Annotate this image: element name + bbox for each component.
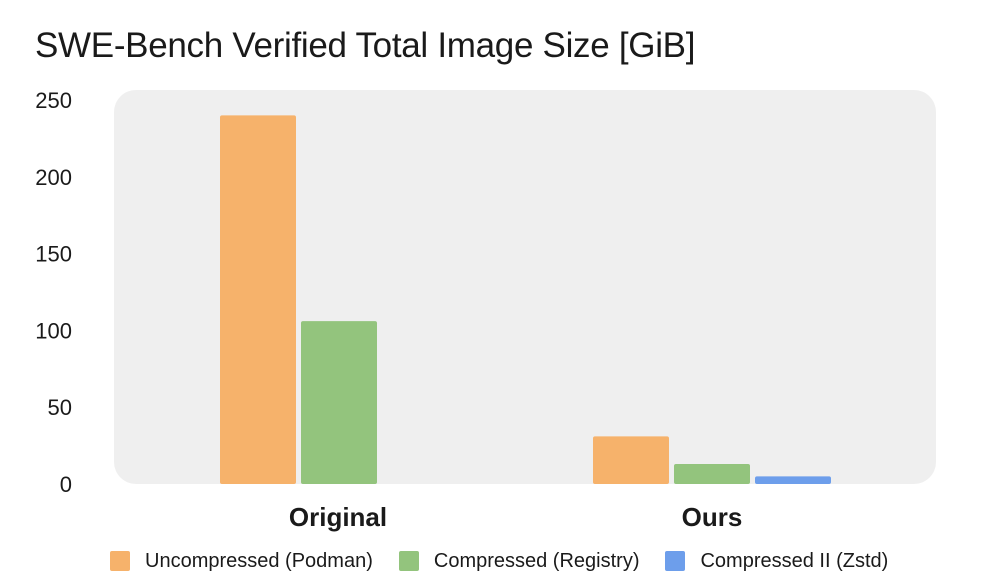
bar — [301, 321, 377, 484]
legend-item: Compressed (Registry) — [398, 549, 640, 573]
legend-item: Compressed II (Zstd) — [665, 550, 888, 573]
x-axis: Original Ours — [289, 502, 742, 532]
legend: Uncompressed (Podman) Compressed (Registr… — [110, 548, 888, 574]
y-tick-label: 200 — [35, 165, 72, 190]
legend-swatch — [110, 551, 130, 571]
legend-swatch — [665, 551, 686, 571]
y-tick-label: 250 — [35, 88, 72, 113]
x-category-label: Original — [289, 502, 387, 532]
y-axis: 0 50 100 150 200 250 — [35, 88, 72, 497]
y-tick-label: 0 — [60, 472, 72, 497]
legend-label: Compressed (Registry) — [433, 549, 640, 572]
legend-label: Compressed II (Zstd) — [700, 549, 889, 572]
legend-swatch — [398, 551, 419, 571]
bars-group — [220, 115, 831, 485]
bar — [674, 464, 750, 484]
chart-title: SWE-Bench Verified Total Image Size [GiB… — [35, 26, 696, 65]
bar — [220, 115, 296, 485]
bar — [593, 436, 669, 484]
y-tick-label: 150 — [35, 242, 72, 267]
legend-label: Uncompressed (Podman) — [145, 549, 373, 572]
y-tick-label: 50 — [48, 395, 72, 420]
x-category-label: Ours — [682, 502, 743, 532]
bar — [755, 476, 831, 484]
y-tick-label: 100 — [35, 318, 72, 343]
legend-item: Uncompressed (Podman) — [110, 550, 373, 573]
